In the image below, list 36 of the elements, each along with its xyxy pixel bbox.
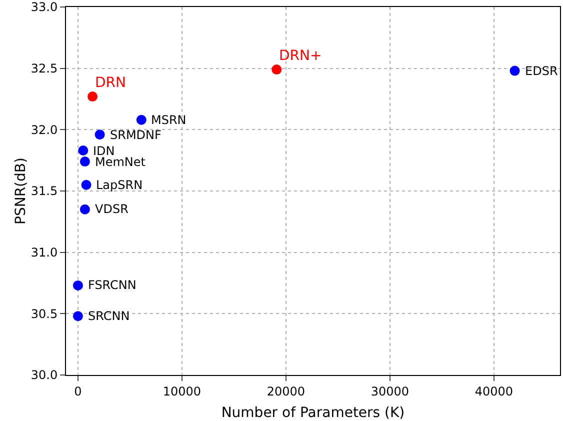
y-tick-label: 30.5	[30, 306, 58, 321]
x-tick-label: 10000	[162, 384, 202, 398]
annotation: SRCNN	[88, 309, 130, 323]
x-tick-label: 0	[74, 384, 82, 398]
point	[72, 311, 83, 322]
y-axis-title: PSNR(dB)	[12, 158, 29, 224]
y-tick-label: 32.0	[30, 122, 58, 137]
point	[78, 146, 88, 156]
annotation: SRMDNF	[110, 128, 162, 142]
y-tick-label: 33.0	[30, 0, 58, 14]
annotation: FSRCNN	[88, 278, 136, 292]
y-tick-label: 32.5	[30, 62, 58, 76]
point	[72, 280, 83, 290]
y-tick-label: 31.0	[30, 246, 58, 260]
annotation: DRN+	[279, 48, 322, 64]
point	[80, 204, 90, 214]
x-tick-label: 20000	[266, 384, 306, 398]
x-tick-label: 30000	[370, 384, 410, 398]
annotation: MemNet	[95, 155, 146, 169]
point	[81, 180, 92, 190]
point	[272, 64, 282, 75]
point	[136, 114, 146, 125]
annotation: MSRN	[151, 113, 186, 127]
point	[80, 156, 90, 167]
annotation: DRN	[95, 75, 126, 91]
point	[88, 92, 98, 102]
x-axis-title: Number of Parameters (K)	[221, 405, 405, 421]
annotation: IDN	[93, 144, 115, 158]
y-tick-label: 31.5	[30, 184, 58, 198]
y-tick-label: 30.0	[30, 368, 58, 382]
annotation: EDSR	[525, 64, 558, 78]
x-tick-label: 40000	[474, 384, 514, 398]
point	[510, 66, 520, 76]
annotation: VDSR	[95, 202, 128, 216]
annotation: LapSRN	[96, 178, 143, 192]
point	[94, 130, 105, 140]
